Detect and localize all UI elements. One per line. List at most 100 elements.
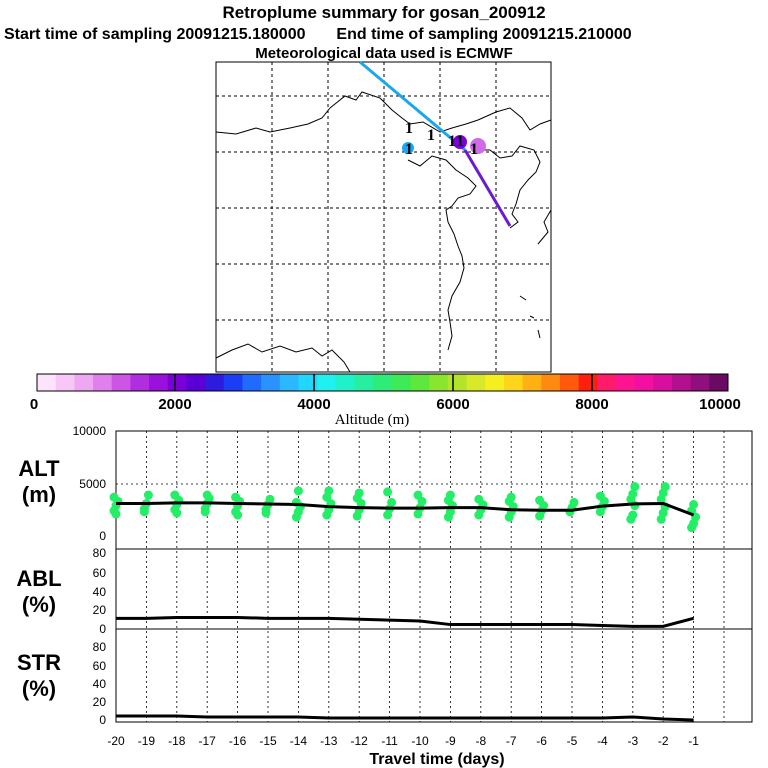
colorbar-cell — [298, 374, 318, 391]
colorbar-tick-label: 2000 — [158, 396, 191, 413]
abl-tick-label: 40 — [93, 585, 107, 599]
colorbar-cell — [653, 374, 673, 391]
x-tick-label: -10 — [411, 734, 429, 748]
abl-line — [116, 615, 694, 628]
map-grid — [216, 62, 551, 372]
colorbar-cell — [429, 374, 449, 391]
x-tick-label: -11 — [381, 734, 398, 748]
plume-marker-violet — [453, 135, 467, 149]
marker-label: 1 — [448, 133, 456, 150]
alt-particle — [109, 492, 119, 502]
colorbar-cell — [317, 374, 337, 391]
colorbar-cell — [205, 374, 225, 391]
alt-particle — [506, 492, 516, 502]
alt-tick-label: 10000 — [73, 424, 107, 438]
alt-particle — [111, 509, 121, 519]
colorbar-cell — [634, 374, 654, 391]
alt-particle — [628, 489, 638, 499]
border-west — [215, 107, 331, 135]
alt-particle — [628, 510, 638, 520]
colorbar-cell — [186, 374, 206, 391]
alt-particle — [689, 500, 699, 509]
colorbar-cell — [690, 374, 710, 391]
colorbar: 0 2000 4000 6000 8000 10000 Altitude (m) — [30, 373, 741, 428]
colorbar-cell — [111, 374, 131, 391]
alt-tick-label: 5000 — [79, 477, 106, 491]
alt-panel-label: ALT (m) — [4, 456, 74, 508]
colorbar-cell — [74, 374, 94, 391]
colorbar-cell — [149, 374, 169, 391]
alt-frame — [115, 430, 753, 550]
alt-particle — [387, 497, 397, 507]
alt-particle — [170, 490, 180, 500]
colorbar-cell — [615, 374, 636, 391]
colorbar-cell — [223, 374, 243, 391]
alt-particle — [474, 494, 484, 504]
alt-particle — [293, 486, 303, 496]
plume-marker-pink — [470, 138, 486, 154]
str-tick-label: 0 — [99, 713, 106, 727]
x-tick-label: -14 — [290, 734, 308, 748]
alt-particle — [139, 507, 149, 517]
met-data-label: Meteorological data used is ECMWF — [255, 45, 513, 62]
colorbar-cell — [55, 374, 75, 391]
abl-tick-label: 0 — [99, 622, 106, 636]
colorbar-cell — [522, 374, 542, 391]
alt-particle — [569, 497, 579, 507]
x-tick-label: -20 — [107, 734, 125, 748]
sampling-times: Start time of sampling 20091215.180000 E… — [4, 26, 768, 44]
abl-label: ABL — [16, 566, 62, 591]
x-tick-label: -15 — [259, 734, 277, 748]
colorbar-cell — [279, 374, 299, 391]
alt-tick-label: 0 — [99, 529, 106, 543]
str-tick-label: 20 — [93, 695, 107, 709]
abl-tick-label: 80 — [93, 546, 107, 560]
marker-label: 1 — [427, 127, 435, 144]
colorbar-cell — [559, 374, 580, 391]
str-panel-label: STR (%) — [4, 650, 74, 702]
alt-particle — [595, 491, 605, 501]
marker-label: 1 — [405, 120, 413, 137]
marker-label: 1 — [456, 133, 464, 150]
x-tick-label: -8 — [475, 734, 486, 748]
vertical-gridlines — [116, 431, 752, 722]
x-axis-label: Travel time (days) — [369, 751, 504, 768]
alt-particle — [413, 490, 423, 500]
str-label: STR — [17, 650, 61, 675]
x-tick-label: -1 — [688, 734, 699, 748]
abl-unit: (%) — [21, 592, 57, 617]
abl-tick-label: 20 — [93, 603, 107, 617]
alt-particle — [265, 494, 275, 504]
islands — [519, 295, 541, 339]
colorbar-cell — [37, 374, 57, 391]
x-tick-label: -4 — [597, 734, 608, 748]
colorbar-cell — [503, 374, 524, 391]
plume-marker-blue — [402, 142, 414, 154]
colorbar-cell — [410, 374, 430, 391]
start-time-label: Start time of sampling 20091215.180000 — [4, 26, 306, 43]
alt-particle — [324, 486, 334, 496]
alt-particle — [233, 510, 243, 520]
colorbar-cell — [373, 374, 393, 391]
x-tick-label: -6 — [536, 734, 547, 748]
colorbar-tick-label: 4000 — [297, 396, 330, 413]
x-tick-label: -9 — [445, 734, 456, 748]
x-tick-labels: -20 -19 -18 -17 -16 -15 -14 -13 -12 -11 -10 -9 -8 -7 -… — [107, 734, 699, 748]
marker-label: 1 — [405, 141, 413, 158]
alt-particle — [383, 487, 393, 497]
colorbar-cell — [447, 374, 468, 391]
str-unit: (%) — [21, 676, 57, 701]
alt-particle — [445, 490, 455, 500]
x-tick-label: -5 — [567, 734, 578, 748]
colorbar-cell — [167, 374, 187, 391]
colorbar-cell — [391, 374, 412, 391]
alt-particle — [172, 508, 182, 518]
colorbar-cell — [130, 374, 150, 391]
coastlines — [215, 91, 552, 373]
colorbar-cell — [671, 374, 692, 391]
colorbar-frame — [36, 373, 729, 392]
alt-label: ALT — [18, 456, 60, 481]
x-tick-label: -19 — [138, 734, 156, 748]
korea-outline — [476, 145, 541, 229]
